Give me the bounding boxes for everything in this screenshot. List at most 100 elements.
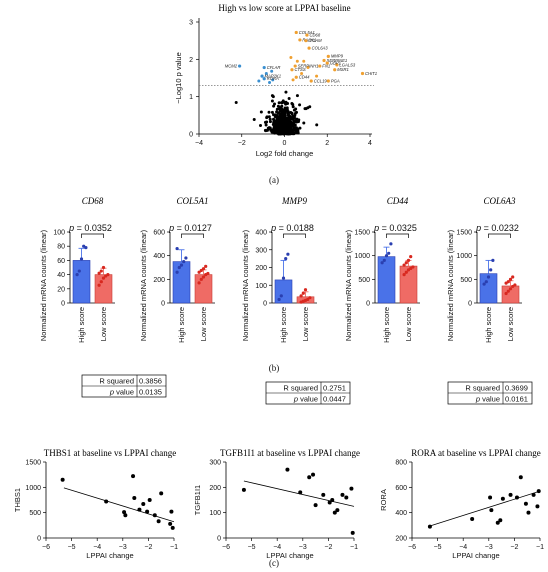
volcano-point [277,125,281,129]
x-tick-label: −2 [144,544,152,551]
bar-chart-col6a3: 0 500 1000 1500 High score Low score p = 0.023… [446,196,522,343]
data-point [101,276,106,280]
r-squared-value: 0.3856 [139,377,162,386]
x-tick-label: −5 [68,544,76,551]
y-tick-label: 20 [57,286,65,293]
y-tick-label: 800 [395,460,407,467]
volcano-gene-label: CD68 [309,32,320,37]
y-axis-label: Normalized mRNA counts (linear) [446,229,455,341]
data-point [384,254,389,258]
volcano-point-up [294,30,298,35]
volcano-gene-label: COL6A3 [312,46,329,51]
data-point [321,492,326,497]
p-value-text: p = 0.0352 [68,223,112,233]
y-tick-label: 200 [209,485,221,492]
y-tick-label: 1500 [354,230,370,237]
data-point [199,268,203,273]
data-point [514,495,519,500]
volcano-point-up [360,71,365,76]
bar-low-score [194,274,213,304]
volcano-gene-label: MMP9 [331,54,344,59]
volcano-gene-label: PGA [331,78,340,83]
data-point [330,498,335,502]
volcano-point [289,128,293,132]
data-point [409,255,413,259]
category-label: Low score [199,307,208,341]
data-point [301,291,305,295]
x-tick-label: −4 [93,544,101,551]
x-tick-label: −1 [170,544,178,551]
data-point [508,287,513,291]
x-tick-label: −5 [434,544,442,551]
bar-chart-cd68: 0 20 40 60 80 100 High score Low score p = 0.035… [39,196,115,343]
p-value-value: 0.0135 [139,388,162,397]
volcano-point [275,124,279,128]
volcano-y-tick-label: 3 [189,20,193,27]
volcano-point-up [302,59,306,63]
volcano-point-down [268,80,272,84]
data-point [308,296,312,300]
y-tick-label: 400 [255,230,267,237]
volcano-point [295,120,299,124]
scatter-chart-tgfb1i1: R squared 0.2751 p value 0.0447 TGFB1I1 at b… [193,381,360,560]
volcano-point [234,100,238,104]
volcano-y-label: −Log10 p value [174,52,183,104]
data-point [75,273,79,277]
volcano-point-up [300,72,304,76]
data-point [97,283,101,287]
volcano-point-down [262,65,266,70]
significance-bracket [181,233,204,238]
p-value-text: p = 0.0325 [373,223,417,233]
r-squared-label: R squared [283,384,318,393]
volcano-point [277,130,281,134]
volcano-point [277,101,281,105]
significance-bracket [386,233,409,238]
r-squared-label: R squared [465,384,500,393]
data-point [506,289,510,293]
volcano-point-up [315,74,319,78]
volcano-point [280,104,284,108]
x-tick-label: −3 [299,544,307,551]
panel-label-c: (c) [269,558,279,568]
y-tick-label: 1000 [354,253,370,260]
data-point [531,492,536,497]
volcano-point-down [262,77,266,81]
volcano-point [287,116,291,120]
volcano-point [278,122,282,126]
p-value-text: p = 0.0127 [168,223,212,233]
volcano-point [298,103,302,107]
volcano-point-up [291,78,295,82]
data-point [147,498,152,502]
scatter-chart-thbs1: R squared 0.3856 p value 0.0135 THBS1 at bas… [13,374,178,560]
volcano-point [280,101,284,105]
volcano-point [268,117,272,121]
y-tick-label: 0 [217,536,221,543]
y-tick-label: 100 [255,283,267,290]
volcano-y-tick-label: 1 [189,94,193,101]
volcano-point [290,124,294,128]
volcano-point-up [309,79,313,83]
data-point [327,500,332,505]
volcano-gene-label: CD44 [299,75,310,80]
volcano-point [315,123,319,127]
x-axis-label: LPPAI change [452,551,499,560]
bar-chart-title: MMP9 [281,196,307,206]
volcano-point-up [318,64,322,68]
bar-chart-col5a1: 0 200 400 600 High score Low score p = 0.0127 C… [139,196,215,343]
data-point [306,297,310,302]
significance-bracket [488,233,511,238]
volcano-point-up [304,39,308,43]
y-tick-label: 1000 [25,485,41,492]
data-point [313,503,318,508]
volcano-point [282,132,286,136]
volcano-point [281,125,285,129]
y-tick-label: 100 [209,510,221,517]
volcano-point [273,130,277,134]
p-value-label: p value [475,395,500,404]
bar-chart-mmp9: 0 100 200 300 400 High score Low score p = 0.01… [241,196,317,343]
y-tick-label: 0 [37,536,41,543]
volcano-point [280,117,284,121]
x-tick-label: −1 [350,544,358,551]
bar-high-score [172,261,191,304]
